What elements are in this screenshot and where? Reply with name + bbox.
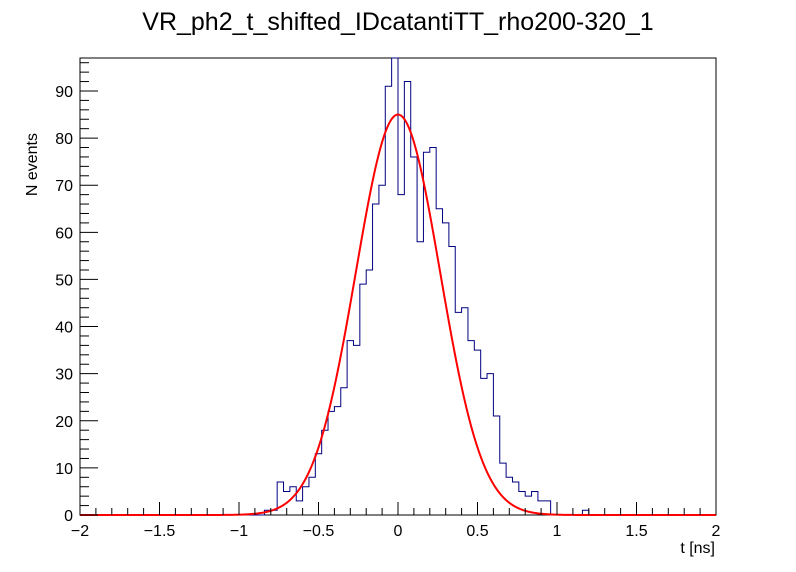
histogram-bin <box>296 501 302 515</box>
y-axis: 0 10 20 30 40 50 60 70 80 90 <box>55 62 98 525</box>
y-tick-label: 20 <box>55 414 73 431</box>
histogram-bin <box>334 407 340 515</box>
y-tick-label: 70 <box>55 178 73 195</box>
histogram-bin <box>328 411 334 515</box>
x-tick-label: 1 <box>553 523 562 540</box>
x-tick-label: 0.5 <box>466 523 488 540</box>
y-tick-label: 0 <box>64 508 73 525</box>
histogram-bin <box>392 58 398 515</box>
histogram-bin <box>481 378 487 515</box>
histogram-bin <box>474 350 480 515</box>
histogram-bin <box>493 416 499 515</box>
x-tick-label: −0.5 <box>303 523 335 540</box>
histogram-bin <box>443 223 449 515</box>
histogram-bin <box>411 157 417 515</box>
y-axis-label: N events <box>24 133 41 196</box>
histogram-bin <box>379 185 385 515</box>
y-tick-label: 80 <box>55 131 73 148</box>
histogram-bin <box>366 270 372 515</box>
histogram-bin <box>309 477 315 515</box>
y-tick-label: 90 <box>55 84 73 101</box>
y-tick-label: 60 <box>55 225 73 242</box>
x-tick-label: 2 <box>712 523 721 540</box>
histogram-bin <box>385 86 391 515</box>
x-axis-label: t [ns] <box>680 540 715 557</box>
x-axis: −2 −1.5 −1 −0.5 0 0.5 1 1.5 2 <box>71 502 721 540</box>
y-tick-label: 10 <box>55 461 73 478</box>
plot-area <box>79 57 717 516</box>
chart-title: VR_ph2_t_shifted_IDcatantiTT_rho200-320_… <box>142 8 653 36</box>
histogram-bin <box>430 148 436 515</box>
gaussian-fit-curve <box>80 113 716 516</box>
x-tick-label: 1.5 <box>625 523 647 540</box>
histogram-bin <box>398 195 404 515</box>
y-tick-label: 30 <box>55 367 73 384</box>
y-tick-label: 50 <box>55 272 73 289</box>
y-tick-label: 40 <box>55 320 73 337</box>
histogram-outline <box>239 57 590 516</box>
histogram-bin <box>512 482 518 515</box>
histogram-bin <box>353 345 359 515</box>
histogram-bin <box>487 374 493 515</box>
histogram-bin <box>373 204 379 515</box>
histogram-bin <box>303 487 309 515</box>
x-tick-label: 0 <box>394 523 403 540</box>
x-tick-label: −1 <box>230 523 248 540</box>
x-tick-label: −2 <box>71 523 89 540</box>
histogram-bin <box>322 430 328 515</box>
histogram-bin <box>500 463 506 515</box>
x-tick-label: −1.5 <box>144 523 176 540</box>
histogram-bin <box>347 341 353 515</box>
histogram-bin <box>360 284 366 515</box>
histogram-bars <box>264 58 588 515</box>
histogram-bin <box>544 501 550 515</box>
histogram-bin <box>341 388 347 515</box>
histogram-bin <box>455 312 461 515</box>
histogram-bin <box>404 82 410 515</box>
histogram-bin <box>449 246 455 515</box>
histogram-bin <box>290 487 296 515</box>
histogram-bin <box>417 242 423 515</box>
histogram-bin <box>532 491 538 515</box>
histogram-bin <box>277 482 283 515</box>
